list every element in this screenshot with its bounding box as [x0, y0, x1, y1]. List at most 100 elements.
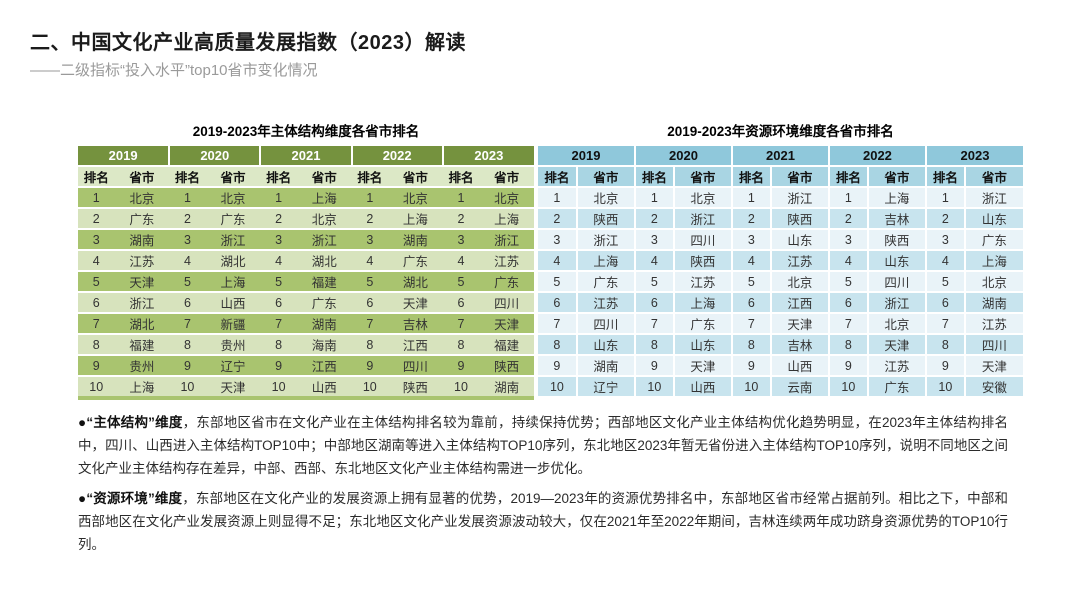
rank-cell: 8 [827, 334, 868, 356]
province-cell: 福建 [114, 334, 170, 356]
analysis-section: ●“主体结构”维度，东部地区省市在文化产业在主体结构排名较为靠前，持续保持优势；… [78, 411, 1008, 563]
resource-table-section: 2019-2023年资源环境维度各省市排名 2019 2020 2021 2022 20… [538, 120, 1023, 398]
rank-cell: 4 [730, 250, 771, 272]
province-cell: 北京 [388, 187, 443, 209]
rank-cell: 9 [78, 355, 115, 377]
rank-cell: 6 [924, 292, 965, 314]
province-cell: 浙江 [114, 292, 170, 314]
province-cell: 福建 [296, 271, 352, 293]
province-cell: 湖北 [296, 250, 352, 272]
rank-cell: 1 [260, 187, 297, 209]
province-cell: 北京 [672, 187, 732, 209]
analysis-paragraph-resource: ●“资源环境”维度，东部地区在文化产业的发展资源上拥有显著的优势，2019—20… [78, 487, 1008, 556]
province-cell: 江苏 [479, 250, 534, 272]
rank-cell: 6 [169, 292, 206, 314]
province-cell: 浙江 [575, 229, 635, 251]
province-cell: 广东 [479, 271, 534, 293]
province-cell: 四川 [866, 271, 926, 293]
province-cell: 山东 [963, 208, 1023, 230]
rank-cell: 1 [351, 187, 389, 209]
rank-cell: 6 [78, 292, 115, 314]
province-cell: 北京 [963, 271, 1023, 293]
rank-cell: 7 [827, 313, 868, 335]
rank-cell: 8 [351, 334, 389, 356]
province-cell: 福建 [479, 334, 534, 356]
rank-cell: 6 [442, 292, 480, 314]
province-cell: 江西 [388, 334, 443, 356]
year-header: 2023 [441, 146, 534, 167]
province-cell: 上海 [205, 271, 261, 293]
rank-cell: 2 [169, 208, 206, 230]
rank-cell: 3 [78, 229, 115, 251]
province-cell: 北京 [575, 187, 635, 209]
province-col-header: 省市 [388, 166, 443, 188]
rank-col-header: 排名 [78, 166, 115, 188]
paragraph-lead: ●“主体结构”维度 [78, 415, 183, 430]
rank-cell: 2 [442, 208, 480, 230]
province-cell: 湖南 [388, 229, 443, 251]
province-cell: 上海 [479, 208, 534, 230]
rank-cell: 8 [260, 334, 297, 356]
rank-cell: 4 [351, 250, 389, 272]
rank-cell: 7 [730, 313, 771, 335]
rank-cell: 9 [924, 355, 965, 377]
resource-table-title: 2019-2023年资源环境维度各省市排名 [667, 124, 894, 139]
analysis-paragraph-structure: ●“主体结构”维度，东部地区省市在文化产业在主体结构排名较为靠前，持续保持优势；… [78, 411, 1008, 480]
table-row: 6 江苏 6 上海 6 江西 6 浙江 6 湖南 [538, 292, 1023, 314]
rank-cell: 9 [538, 355, 577, 377]
province-cell: 浙江 [866, 292, 926, 314]
province-col-header: 省市 [205, 166, 261, 188]
rank-cell: 7 [260, 313, 297, 335]
province-cell: 辽宁 [205, 355, 261, 377]
province-cell: 陕西 [575, 208, 635, 230]
province-cell: 山东 [866, 250, 926, 272]
rank-cell: 5 [260, 271, 297, 293]
rank-col-header: 排名 [730, 166, 771, 188]
rank-cell: 4 [169, 250, 206, 272]
province-cell: 江苏 [769, 250, 829, 272]
province-cell: 湖南 [963, 292, 1023, 314]
province-cell: 湖南 [114, 229, 170, 251]
province-cell: 湖北 [388, 271, 443, 293]
province-cell: 云南 [769, 376, 829, 398]
rank-cell: 5 [924, 271, 965, 293]
rank-col-header: 排名 [442, 166, 480, 188]
rank-col-header: 排名 [633, 166, 674, 188]
province-cell: 广东 [575, 271, 635, 293]
rank-cell: 3 [538, 229, 577, 251]
province-cell: 上海 [388, 208, 443, 230]
rank-cell: 3 [730, 229, 771, 251]
province-col-header: 省市 [114, 166, 170, 188]
rank-cell: 3 [633, 229, 674, 251]
rank-cell: 3 [169, 229, 206, 251]
province-cell: 江苏 [866, 355, 926, 377]
rank-cell: 5 [827, 271, 868, 293]
rank-cell: 8 [78, 334, 115, 356]
rank-cell: 10 [538, 376, 577, 398]
rank-cell: 4 [633, 250, 674, 272]
table-row: 9 贵州 9 辽宁 9 江西 9 四川 9 陕西 [78, 355, 534, 377]
province-cell: 天津 [388, 292, 443, 314]
province-col-header: 省市 [963, 166, 1023, 188]
rank-cell: 5 [442, 271, 480, 293]
rank-cell: 7 [633, 313, 674, 335]
province-cell: 陕西 [388, 376, 443, 399]
rank-cell: 7 [351, 313, 389, 335]
rank-cell: 10 [260, 376, 297, 399]
province-col-header: 省市 [296, 166, 352, 188]
rank-cell: 10 [633, 376, 674, 398]
rank-cell: 6 [260, 292, 297, 314]
year-header: 2019 [78, 146, 170, 167]
rank-cell: 2 [730, 208, 771, 230]
province-cell: 江苏 [963, 313, 1023, 335]
rank-cell: 10 [169, 376, 206, 399]
rank-cell: 4 [78, 250, 115, 272]
rank-cell: 7 [924, 313, 965, 335]
province-cell: 北京 [479, 187, 534, 209]
province-cell: 陕西 [672, 250, 732, 272]
year-header: 2022 [827, 146, 926, 167]
province-cell: 江西 [769, 292, 829, 314]
province-col-header: 省市 [479, 166, 534, 188]
province-cell: 北京 [296, 208, 352, 230]
rank-col-header: 排名 [351, 166, 389, 188]
